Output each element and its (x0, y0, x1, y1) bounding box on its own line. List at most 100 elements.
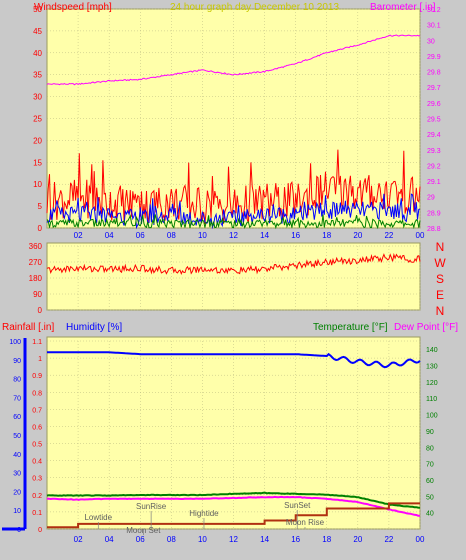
rainfall-tick-label: 0.6 (32, 424, 42, 431)
windspeed-tick-label: 45 (33, 27, 42, 36)
barometer-axis-label: Barometer [.in] (370, 2, 436, 13)
direction-tick-label: 0 (38, 306, 43, 315)
time-tick-label: 16 (291, 535, 300, 544)
time-tick-label: 14 (260, 231, 269, 240)
wind-direction-grid (47, 245, 421, 311)
barometer-tick-label: 30 (427, 38, 435, 45)
barometer-tick-label: 29.8 (427, 70, 441, 77)
windspeed-tick-label: 35 (33, 71, 42, 80)
rainfall-tick-label: 0.5 (32, 442, 42, 449)
windspeed-tick-label: 10 (33, 180, 42, 189)
time-tick-label: 08 (167, 535, 176, 544)
windspeed-tick-label: 15 (33, 158, 42, 167)
humidity-tick-label: 0 (17, 527, 21, 534)
time-tick-label: 14 (260, 535, 269, 544)
time-tick-label: 10 (198, 535, 207, 544)
temperature-tick-label: 130 (426, 364, 438, 371)
time-tick-label: 22 (384, 231, 393, 240)
temperature-tick-label: 60 (426, 478, 434, 485)
time-tick-label: 16 (291, 231, 300, 240)
time-tick-label: 20 (353, 231, 362, 240)
humidity-line (47, 351, 421, 369)
temperature-tick-label: 110 (426, 396, 437, 403)
humidity-axis-label: Humidity [%] (66, 322, 122, 333)
windspeed-line (46, 193, 421, 230)
temperature-tick-label: 40 (426, 511, 434, 518)
astro-annotations: SunRise Lowtide Moon Set Hightide SunSet Moon… (84, 501, 325, 535)
temperature-tick-label: 50 (426, 494, 434, 501)
temperature-tick-label: 70 (426, 462, 434, 469)
barometer-tick-label: 29.9 (427, 54, 441, 61)
temperature-axis-label: Temperature [°F] (313, 322, 388, 333)
annotation-label: Lowtide (84, 513, 112, 522)
time-tick-label: 02 (74, 231, 83, 240)
barometer-tick-label: 29.5 (427, 117, 441, 124)
time-tick-label: 18 (322, 231, 331, 240)
direction-tick-label: 90 (33, 290, 42, 299)
compass-letter-n: N (436, 240, 445, 254)
humidity-tick-label: 90 (13, 358, 21, 365)
wind-barometer-ticks: 0 5 10 15 20 25 30 35 40 45 50 28.8 28.9 29 29.1 29.2 29… (33, 5, 441, 240)
rainfall-tick-label: 0.2 (32, 493, 42, 500)
rainfall-tick-label: 0.1 (32, 510, 42, 517)
barometer-tick-label: 28.9 (427, 210, 441, 217)
time-tick-label: 20 (353, 535, 362, 544)
barometer-tick-label: 29.2 (427, 163, 441, 170)
time-tick-label: 06 (136, 535, 145, 544)
annotation-label: Hightide (189, 509, 219, 518)
barometer-tick-label: 29.3 (427, 148, 441, 155)
time-tick-label: 04 (105, 231, 114, 240)
rainfall-tick-label: 1 (38, 356, 42, 363)
barometer-tick-label: 29.7 (427, 85, 441, 92)
barometer-line (46, 34, 421, 86)
direction-tick-label: 180 (29, 274, 43, 283)
humidity-tick-label: 70 (13, 395, 21, 402)
rainfall-tick-label: 0.9 (32, 373, 42, 380)
windspeed-tick-label: 30 (33, 93, 42, 102)
direction-tick-label: 270 (29, 258, 43, 267)
humidity-tick-label: 50 (13, 433, 21, 440)
gust-line (46, 149, 421, 225)
dew-point-line (46, 495, 420, 517)
humidity-tick-label: 100 (9, 339, 21, 346)
rainfall-tick-label: 0.8 (32, 390, 42, 397)
annotation-label: SunSet (284, 501, 311, 510)
compass-letter-s: S (436, 272, 444, 286)
barometer-tick-label: 29.1 (427, 179, 441, 186)
time-tick-label: 10 (198, 231, 207, 240)
direction-tick-label: 360 (29, 242, 43, 251)
barometer-tick-label: 29.4 (427, 132, 441, 139)
barometer-tick-label: 29 (427, 195, 435, 202)
rainfall-axis-label: Rainfall [.in] (2, 322, 54, 333)
wind-direction-ticks: 0 90 180 270 360 (29, 242, 43, 315)
time-tick-label: 12 (229, 231, 238, 240)
rainfall-tick-label: 0.4 (32, 459, 42, 466)
windspeed-tick-label: 40 (33, 49, 42, 58)
barometer-tick-label: 30.2 (427, 7, 441, 14)
time-tick-label: 18 (322, 535, 331, 544)
windspeed-tick-label: 5 (38, 202, 43, 211)
temperature-tick-label: 90 (426, 429, 434, 436)
windspeed-axis-label: Windspeed [mph] (34, 2, 112, 13)
time-tick-label: 08 (167, 231, 176, 240)
time-tick-label: 00 (416, 535, 425, 544)
annotation-label: Moon Set (126, 526, 161, 535)
wind-direction-line (46, 252, 421, 276)
time-tick-label: 22 (384, 535, 393, 544)
temperature-line (46, 491, 421, 509)
temperature-tick-label: 80 (426, 445, 434, 452)
barometer-tick-label: 28.8 (427, 226, 441, 233)
humidity-tick-label: 40 (13, 452, 21, 459)
windspeed-tick-label: 25 (33, 115, 42, 124)
annotation-label: Moon Rise (286, 518, 325, 527)
rainfall-tick-label: 0.7 (32, 407, 42, 414)
rainfall-tick-label: 0 (38, 527, 42, 534)
temperature-tick-label: 140 (426, 347, 438, 354)
time-tick-label: 00 (416, 231, 425, 240)
humidity-tick-label: 60 (13, 414, 21, 421)
compass-letter-e: E (436, 288, 444, 302)
humidity-tick-label: 80 (13, 377, 21, 384)
time-tick-label: 06 (136, 231, 145, 240)
